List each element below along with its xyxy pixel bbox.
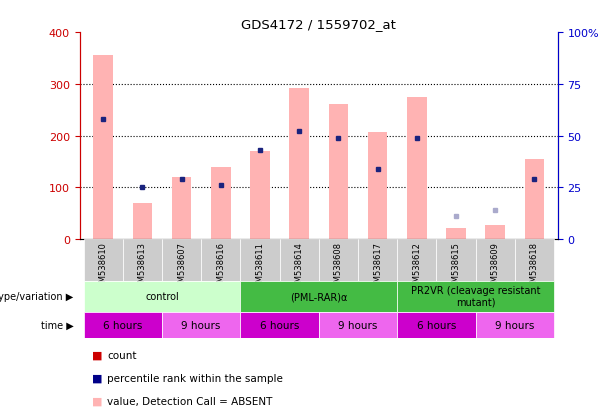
Text: (PML-RAR)α: (PML-RAR)α (290, 291, 348, 301)
Text: 9 hours: 9 hours (338, 320, 378, 330)
Bar (289, 89, 309, 240)
Bar (397, 281, 554, 312)
Bar (162, 312, 240, 339)
Bar (397, 240, 436, 281)
Bar (83, 240, 123, 281)
Bar (280, 240, 319, 281)
Text: GSM538613: GSM538613 (138, 242, 147, 292)
Title: GDS4172 / 1559702_at: GDS4172 / 1559702_at (242, 17, 396, 31)
Text: genotype/variation ▶: genotype/variation ▶ (0, 291, 74, 301)
Text: control: control (145, 291, 179, 301)
Text: count: count (107, 350, 137, 360)
Bar (485, 225, 505, 240)
Text: GSM538615: GSM538615 (451, 242, 460, 292)
Text: value, Detection Call = ABSENT: value, Detection Call = ABSENT (107, 396, 273, 406)
Bar (250, 152, 270, 240)
Text: GSM538616: GSM538616 (216, 242, 226, 292)
Bar (319, 240, 358, 281)
Bar (358, 240, 397, 281)
Text: 6 hours: 6 hours (103, 320, 142, 330)
Text: GSM538610: GSM538610 (99, 242, 108, 292)
Bar (446, 228, 466, 240)
Text: ■: ■ (92, 396, 102, 406)
Text: time ▶: time ▶ (41, 320, 74, 330)
Bar (83, 281, 240, 312)
Bar (240, 312, 319, 339)
Bar (476, 312, 554, 339)
Text: GSM538608: GSM538608 (334, 242, 343, 292)
Bar (240, 281, 397, 312)
Bar (476, 240, 515, 281)
Text: GSM538618: GSM538618 (530, 242, 539, 292)
Text: GSM538612: GSM538612 (412, 242, 421, 292)
Bar (172, 178, 191, 240)
Bar (93, 56, 113, 240)
Text: PR2VR (cleavage resistant
mutant): PR2VR (cleavage resistant mutant) (411, 285, 540, 307)
Bar (211, 167, 230, 240)
Bar (436, 240, 476, 281)
Bar (319, 312, 397, 339)
Text: GSM538614: GSM538614 (295, 242, 303, 292)
Text: ■: ■ (92, 350, 102, 360)
Bar (525, 159, 544, 240)
Bar (240, 240, 280, 281)
Text: GSM538607: GSM538607 (177, 242, 186, 292)
Bar (201, 240, 240, 281)
Text: ■: ■ (92, 373, 102, 383)
Text: percentile rank within the sample: percentile rank within the sample (107, 373, 283, 383)
Text: GSM538617: GSM538617 (373, 242, 382, 292)
Bar (515, 240, 554, 281)
Text: 6 hours: 6 hours (260, 320, 299, 330)
Text: GSM538611: GSM538611 (256, 242, 264, 292)
Text: 6 hours: 6 hours (417, 320, 456, 330)
Bar (162, 240, 201, 281)
Text: GSM538609: GSM538609 (490, 242, 500, 292)
Bar (132, 204, 152, 240)
Bar (83, 312, 162, 339)
Bar (407, 97, 427, 240)
Bar (329, 105, 348, 240)
Bar (368, 133, 387, 240)
Bar (397, 312, 476, 339)
Text: 9 hours: 9 hours (181, 320, 221, 330)
Text: 9 hours: 9 hours (495, 320, 535, 330)
Bar (123, 240, 162, 281)
